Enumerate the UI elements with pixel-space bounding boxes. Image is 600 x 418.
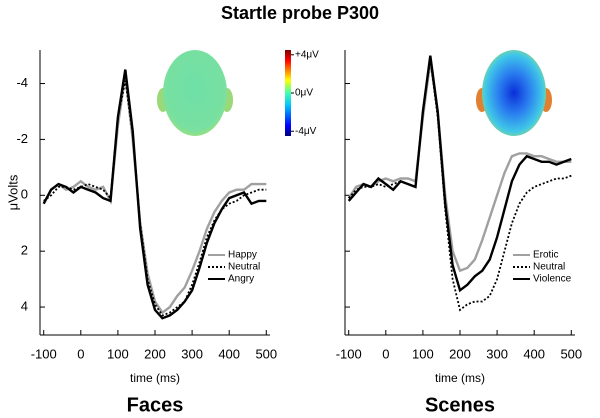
x-tick-label: -100	[336, 346, 362, 361]
head-map-scenes	[476, 50, 552, 136]
x-axis-label: time (ms)	[130, 371, 180, 385]
x-tick-label: 400	[523, 346, 545, 361]
x-tick-label: 200	[144, 346, 166, 361]
x-tick-label: 100	[412, 346, 434, 361]
colorbar-label: +4μV	[295, 49, 319, 60]
figure-title: Startle probe P300	[221, 3, 379, 23]
x-tick-label: 0	[77, 346, 84, 361]
y-tick-label: 0	[21, 187, 28, 202]
x-tick-label: 200	[449, 346, 471, 361]
waveform	[42, 69, 267, 320]
x-tick-label: 400	[218, 346, 240, 361]
x-tick-label: 500	[560, 346, 582, 361]
panel-label: Scenes	[425, 394, 495, 416]
colorbar	[285, 50, 291, 136]
legend-label: Happy	[228, 250, 257, 261]
x-tick-label: -100	[31, 346, 57, 361]
x-tick-label: 500	[255, 346, 277, 361]
x-axis-label: time (ms)	[435, 371, 485, 385]
waveform	[348, 58, 572, 312]
x-tick-label: 100	[107, 346, 129, 361]
y-axis-label: μVolts	[5, 174, 20, 210]
colorbar-label: 0μV	[295, 88, 313, 99]
waveform	[347, 61, 572, 273]
colorbar-label: -4μV	[295, 126, 317, 137]
head-map-faces	[157, 50, 233, 136]
legend-label: Neutral	[228, 262, 260, 273]
legend-label: Angry	[228, 274, 254, 285]
x-tick-label: 0	[382, 346, 389, 361]
y-tick-label: 4	[21, 298, 28, 313]
x-tick-label: 300	[486, 346, 508, 361]
y-tick-label: -2	[16, 131, 28, 146]
waveform	[347, 55, 572, 293]
legend-label: Erotic	[533, 250, 559, 261]
y-tick-label: 2	[21, 243, 28, 258]
legend-label: Neutral	[533, 262, 565, 273]
panel-label: Faces	[127, 394, 184, 416]
y-tick-label: -4	[16, 75, 28, 90]
waveform	[43, 80, 267, 317]
legend-label: Violence	[533, 274, 572, 285]
x-tick-label: 300	[181, 346, 203, 361]
